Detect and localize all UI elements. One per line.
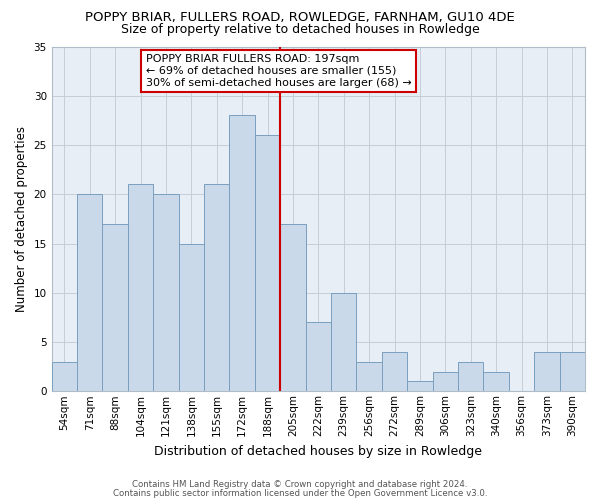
Bar	[433, 372, 458, 392]
Bar	[204, 184, 229, 392]
Bar	[255, 135, 280, 392]
Bar	[229, 116, 255, 392]
Bar	[560, 352, 585, 392]
Bar	[103, 224, 128, 392]
X-axis label: Distribution of detached houses by size in Rowledge: Distribution of detached houses by size …	[154, 444, 482, 458]
Bar	[484, 372, 509, 392]
Bar	[305, 322, 331, 392]
Bar	[280, 224, 305, 392]
Bar	[534, 352, 560, 392]
Bar	[356, 362, 382, 392]
Bar	[331, 293, 356, 392]
Bar	[153, 194, 179, 392]
Bar	[77, 194, 103, 392]
Y-axis label: Number of detached properties: Number of detached properties	[15, 126, 28, 312]
Text: POPPY BRIAR, FULLERS ROAD, ROWLEDGE, FARNHAM, GU10 4DE: POPPY BRIAR, FULLERS ROAD, ROWLEDGE, FAR…	[85, 11, 515, 24]
Bar	[407, 382, 433, 392]
Text: Contains HM Land Registry data © Crown copyright and database right 2024.: Contains HM Land Registry data © Crown c…	[132, 480, 468, 489]
Bar	[179, 244, 204, 392]
Text: POPPY BRIAR FULLERS ROAD: 197sqm
← 69% of detached houses are smaller (155)
30% : POPPY BRIAR FULLERS ROAD: 197sqm ← 69% o…	[146, 54, 412, 88]
Bar	[52, 362, 77, 392]
Bar	[382, 352, 407, 392]
Bar	[128, 184, 153, 392]
Text: Size of property relative to detached houses in Rowledge: Size of property relative to detached ho…	[121, 22, 479, 36]
Text: Contains public sector information licensed under the Open Government Licence v3: Contains public sector information licen…	[113, 488, 487, 498]
Bar	[458, 362, 484, 392]
